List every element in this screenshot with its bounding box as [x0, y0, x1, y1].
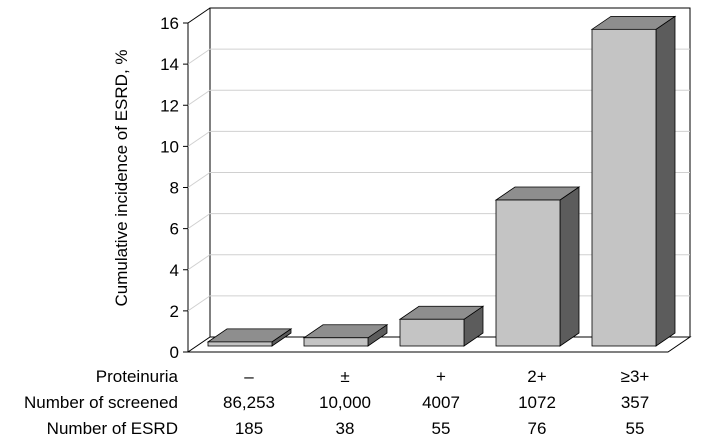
table-cell: 86,253 [223, 393, 275, 412]
bar-front [207, 341, 273, 347]
table-cell: 4007 [422, 393, 460, 412]
gridline-wall [187, 89, 211, 106]
table-cell: 55 [432, 419, 451, 436]
table-row-label: Number of ESRD [47, 419, 178, 436]
bar-front [303, 337, 369, 347]
table-cell: 1072 [518, 393, 556, 412]
y-tick-label: 0 [170, 343, 179, 362]
bar [590, 15, 677, 347]
left-wall-top [187, 7, 211, 24]
y-axis-ticks: 0 2 4 6 8 10 12 14 16 [160, 14, 188, 362]
bar [398, 305, 485, 347]
y-tick-label: 6 [170, 220, 179, 239]
table-cell: 76 [528, 419, 547, 436]
bars [206, 15, 677, 347]
bar [302, 324, 389, 347]
table-cell: + [436, 367, 446, 386]
y-tick-label: 16 [160, 14, 179, 33]
table-cell: 2+ [527, 367, 546, 386]
table-cell: 10,000 [319, 393, 371, 412]
bar-side [559, 186, 580, 347]
table-row-label: Number of screened [24, 393, 178, 412]
bar-front [399, 318, 465, 347]
y-tick-label: 8 [170, 179, 179, 198]
gridline-wall [187, 213, 211, 230]
table-row-label: Proteinuria [96, 367, 179, 386]
bar-side [655, 15, 676, 347]
table-cell: 357 [621, 393, 649, 412]
gridline-wall [187, 48, 211, 65]
bar [494, 186, 581, 347]
gridline-wall [187, 172, 211, 188]
table-cell: 55 [626, 419, 645, 436]
table-cell: 38 [336, 419, 355, 436]
bar-front [591, 28, 657, 347]
y-axis-label: Cumulative incidence of ESRD, % [112, 49, 131, 306]
y-tick-label: 12 [160, 96, 179, 115]
table-cell: ≥3+ [621, 367, 650, 386]
y-tick-label: 10 [160, 137, 179, 156]
data-table: Proteinuria – ± +2+ ≥3+ Number of screened 86,… [24, 367, 649, 436]
table-cell: ± [340, 367, 349, 386]
gridline-wall [187, 295, 211, 312]
table-cell: 185 [235, 419, 263, 436]
table-cell: – [244, 367, 254, 386]
y-tick-label: 2 [170, 302, 179, 321]
y-tick-label: 14 [160, 55, 179, 74]
bar [206, 328, 293, 347]
y-tick-label: 4 [170, 261, 179, 280]
gridline-wall [187, 254, 211, 271]
bar-front [495, 199, 561, 347]
gridline-wall [187, 130, 211, 147]
